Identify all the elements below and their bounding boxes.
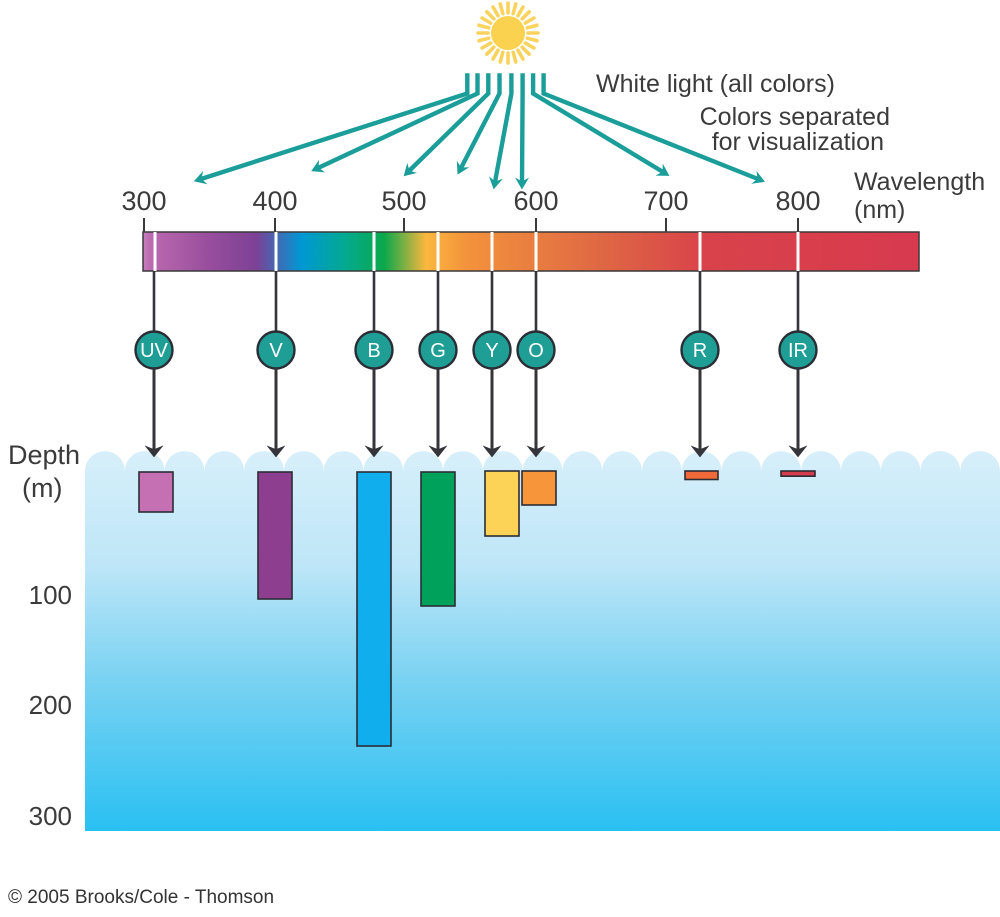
svg-text:800: 800 [775, 186, 820, 216]
svg-text:200: 200 [29, 690, 72, 720]
svg-text:600: 600 [513, 186, 558, 216]
svg-text:300: 300 [121, 186, 166, 216]
svg-text:V: V [269, 340, 283, 362]
svg-text:IR: IR [788, 340, 808, 362]
svg-text:(m): (m) [22, 473, 62, 503]
svg-text:(nm): (nm) [854, 196, 905, 224]
svg-text:100: 100 [29, 580, 72, 610]
svg-text:R: R [693, 340, 707, 362]
svg-text:Depth: Depth [8, 440, 80, 470]
svg-text:500: 500 [381, 186, 426, 216]
svg-text:White light (all colors): White light (all colors) [596, 70, 835, 98]
svg-text:© 2005 Brooks/Cole - Thomson: © 2005 Brooks/Cole - Thomson [8, 887, 274, 908]
svg-text:400: 400 [252, 186, 297, 216]
svg-text:UV: UV [140, 340, 168, 362]
svg-text:300: 300 [29, 801, 72, 831]
svg-text:B: B [367, 340, 380, 362]
svg-text:Colors separated: Colors separated [700, 103, 890, 131]
svg-text:700: 700 [643, 186, 688, 216]
svg-text:Wavelength: Wavelength [854, 168, 985, 196]
svg-text:G: G [430, 340, 446, 362]
svg-text:Y: Y [485, 340, 498, 362]
svg-text:for visualization: for visualization [712, 128, 884, 156]
svg-text:O: O [528, 340, 544, 362]
